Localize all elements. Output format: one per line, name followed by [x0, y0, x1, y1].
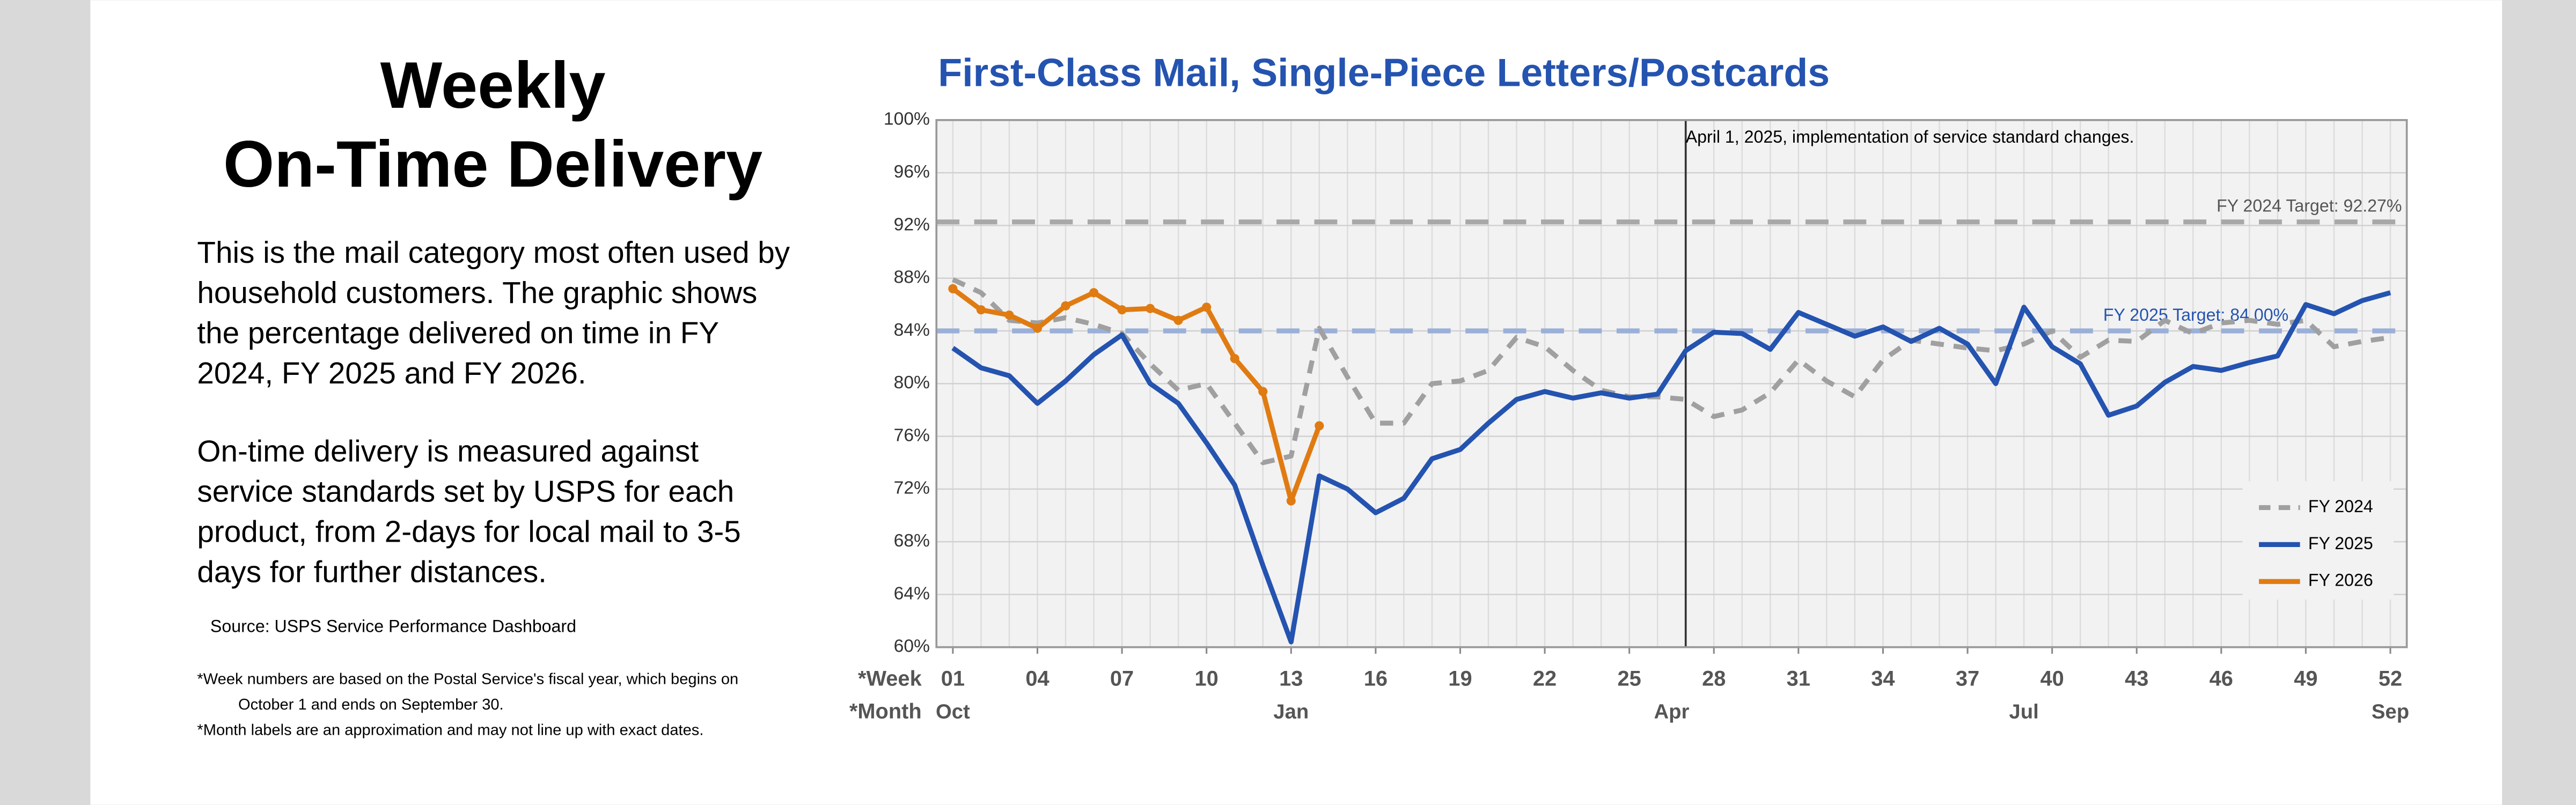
paragraph-line: the percentage delivered on time in FY — [197, 316, 719, 350]
footnote: October 1 and ends on September 30. — [238, 696, 504, 713]
y-tick-label: 76% — [894, 425, 930, 445]
x-tick-label: 43 — [2125, 667, 2148, 690]
point — [1089, 288, 1099, 298]
x-tick-label: 07 — [1110, 667, 1134, 690]
month-label: Jul — [2009, 700, 2038, 723]
paragraph-line: household customers. The graphic shows — [197, 276, 757, 310]
point — [1315, 421, 1324, 431]
source: Source: USPS Service Performance Dashboa… — [210, 616, 576, 636]
target-label: FY 2024 Target: 92.27% — [2217, 196, 2402, 216]
x-tick-label: 49 — [2294, 667, 2317, 690]
paragraph-line: days for further distances. — [197, 555, 547, 589]
point — [1146, 304, 1155, 313]
x-tick-label: 28 — [1702, 667, 1726, 690]
x-tick-label: 22 — [1533, 667, 1557, 690]
point — [1202, 302, 1212, 312]
x-tick-label: 52 — [2379, 667, 2402, 690]
legend-label: FY 2025 — [2308, 534, 2373, 553]
event-label: April 1, 2025, implementation of service… — [1686, 127, 2134, 146]
paragraph-line: product, from 2-days for local mail to 3… — [197, 515, 740, 549]
y-tick-label: 96% — [894, 162, 930, 182]
point — [1032, 323, 1043, 333]
x-tick-label: 34 — [1871, 667, 1895, 690]
footnote: *Week numbers are based on the Postal Se… — [197, 671, 738, 688]
paragraph-line: This is the mail category most often use… — [197, 236, 790, 270]
point — [976, 305, 986, 315]
x-tick-label: 19 — [1448, 667, 1472, 690]
y-tick-label: 80% — [894, 373, 930, 393]
legend-label: FY 2026 — [2308, 571, 2373, 590]
plot-frame — [935, 119, 2408, 648]
x-tick-label: 40 — [2040, 667, 2064, 690]
series-line — [951, 277, 2391, 466]
month-row-label: *Month — [849, 700, 922, 723]
series-line — [951, 290, 2391, 645]
point — [1230, 354, 1239, 364]
heading: On-Time Delivery — [223, 127, 762, 201]
point — [1117, 305, 1127, 315]
target-label: FY 2025 Target: 84.00% — [2103, 305, 2288, 324]
x-tick-label: 37 — [1956, 667, 1979, 690]
y-tick-label: 60% — [894, 637, 930, 656]
month-label: Apr — [1654, 700, 1689, 723]
y-tick-label: 64% — [894, 584, 930, 603]
point — [1061, 301, 1070, 311]
x-tick-label: 31 — [1787, 667, 1810, 690]
x-tick-label: 13 — [1279, 667, 1303, 690]
x-tick-label: 16 — [1364, 667, 1388, 690]
y-tick-label: 84% — [894, 320, 930, 340]
legend-label: FY 2024 — [2308, 497, 2373, 516]
month-label: Jan — [1273, 700, 1309, 723]
x-tick-label: 04 — [1025, 667, 1049, 690]
x-axis-label: *Week — [858, 667, 922, 690]
x-tick-label: 01 — [941, 667, 965, 690]
y-tick-label: 68% — [894, 531, 930, 551]
point — [1173, 315, 1183, 325]
y-tick-label: 72% — [894, 478, 930, 498]
point — [1004, 310, 1014, 320]
paragraph-line: On-time delivery is measured against — [197, 434, 699, 468]
y-tick-label: 92% — [894, 215, 930, 234]
paragraph-line: service standards set by USPS for each — [197, 475, 734, 508]
x-tick-label: 25 — [1618, 667, 1641, 690]
chart-title: First-Class Mail, Single-Piece Letters/P… — [938, 50, 1830, 95]
y-tick-label: 100% — [884, 109, 930, 129]
x-tick-label: 10 — [1195, 667, 1219, 690]
heading: Weekly — [380, 48, 606, 122]
y-tick-label: 88% — [894, 268, 930, 287]
month-label: Oct — [936, 700, 970, 723]
month-label: Sep — [2372, 700, 2409, 723]
series-line — [951, 286, 1322, 504]
point — [1258, 387, 1268, 396]
point — [1286, 496, 1296, 506]
paragraph-line: 2024, FY 2025 and FY 2026. — [197, 357, 586, 390]
x-tick-label: 46 — [2210, 667, 2233, 690]
footnote: *Month labels are an approximation and m… — [197, 722, 703, 739]
point — [948, 284, 958, 293]
